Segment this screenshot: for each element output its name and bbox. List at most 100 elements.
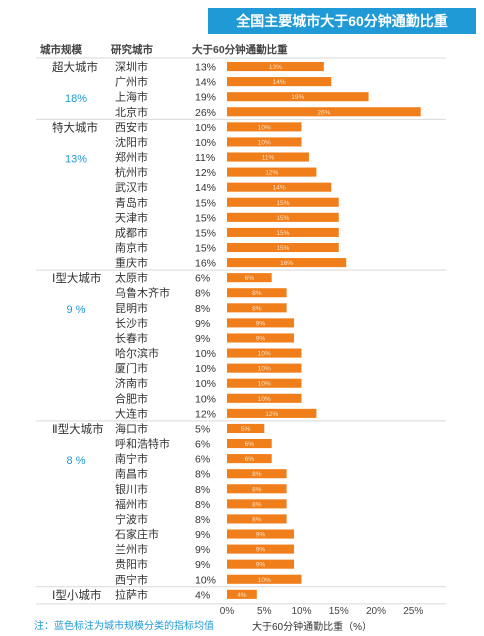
value-label: 11% [195, 152, 215, 164]
bar [227, 258, 347, 268]
value-label: 8% [195, 303, 210, 315]
value-label: 15% [195, 197, 216, 209]
city-label: 深圳市 [115, 60, 148, 74]
city-label: 南宁市 [115, 452, 148, 466]
city-label: 福州市 [115, 497, 148, 511]
chart-title: 全国主要城市大于60分钟通勤比重 [208, 8, 476, 34]
value-label: 8% [195, 484, 210, 496]
bar-data-label: 4% [237, 592, 247, 599]
city-label: 天津市 [115, 210, 148, 224]
bar-data-label: 10% [258, 351, 271, 358]
city-label: 哈尔滨市 [115, 346, 159, 360]
value-label: 6% [195, 273, 210, 285]
value-label: 16% [195, 258, 216, 270]
bar-data-label: 6% [245, 275, 255, 282]
bar [227, 514, 287, 524]
bar [227, 318, 295, 328]
bar [227, 348, 302, 358]
city-label: 长沙市 [115, 316, 148, 330]
city-label: 银川市 [115, 482, 148, 496]
value-label: 10% [195, 378, 216, 390]
bar-data-label: 9% [256, 335, 266, 342]
bar-data-label: 10% [258, 577, 271, 584]
city-label: 海口市 [115, 421, 148, 435]
value-label: 10% [195, 122, 216, 134]
x-tick-label: 20% [366, 606, 386, 617]
header-city: 研究城市 [111, 44, 153, 56]
value-label: 10% [195, 574, 216, 586]
city-label: 贵阳市 [115, 557, 148, 571]
value-label: 15% [195, 227, 216, 239]
group-label: 超大城市 [52, 60, 98, 74]
bar-data-label: 12% [265, 411, 278, 418]
value-label: 14% [195, 182, 216, 194]
bar-data-label: 10% [258, 139, 271, 146]
bar-data-label: 8% [252, 471, 262, 478]
bar [227, 393, 302, 403]
bar-data-label: 9% [256, 532, 266, 539]
bar-data-label: 14% [273, 185, 286, 192]
bar [227, 62, 324, 72]
bar-data-label: 14% [273, 79, 286, 86]
group-mean-label: 13% [65, 153, 87, 165]
value-label: 12% [195, 167, 216, 179]
bar [227, 167, 317, 177]
city-label: 石家庄市 [115, 527, 159, 541]
bar-data-label: 8% [252, 486, 262, 493]
city-label: 杭州市 [115, 165, 148, 179]
city-label: 西宁市 [115, 572, 148, 586]
value-label: 6% [195, 439, 210, 451]
value-label: 10% [195, 393, 216, 405]
city-label: 昆明市 [115, 301, 148, 315]
value-label: 8% [195, 469, 210, 481]
bar [227, 242, 339, 253]
header-scale: 城市规模 [40, 44, 82, 56]
x-tick-label: 15% [329, 606, 349, 617]
city-label: 武汉市 [115, 180, 148, 194]
city-label: 厦门市 [115, 361, 148, 375]
value-label: 26% [195, 107, 216, 119]
bar [227, 559, 295, 569]
value-label: 9% [195, 559, 210, 571]
group-label: Ⅰ型小城市 [52, 588, 101, 602]
bar [227, 408, 317, 418]
bar [227, 122, 302, 132]
header-value: 大于60分钟通勤比重 [192, 44, 288, 56]
value-label: 19% [195, 92, 216, 104]
bar-data-label: 19% [291, 94, 304, 101]
group-mean-label: 8 % [67, 455, 86, 467]
value-label: 8% [195, 288, 210, 300]
city-label: 南京市 [115, 241, 148, 255]
bar [227, 589, 257, 599]
value-label: 6% [195, 454, 210, 466]
value-label: 9% [195, 544, 210, 556]
city-label: 郑州市 [115, 150, 148, 164]
value-label: 4% [195, 589, 210, 601]
bar [227, 212, 339, 222]
city-label: 南昌市 [115, 467, 148, 481]
footnote: 注：蓝色标注为城市规模分类的指标均值 [34, 621, 214, 632]
bar-data-label: 16% [280, 260, 293, 267]
bar-data-label: 10% [258, 381, 271, 388]
bar [227, 107, 421, 117]
bar-data-label: 26% [317, 109, 330, 116]
city-label: 上海市 [115, 90, 148, 104]
value-label: 9% [195, 318, 210, 330]
bar [227, 544, 295, 554]
city-label: 拉萨市 [115, 587, 148, 601]
value-label: 5% [195, 423, 210, 435]
bar [227, 454, 272, 464]
value-label: 12% [195, 408, 216, 420]
value-label: 15% [195, 243, 216, 255]
bar [227, 77, 332, 87]
value-label: 8% [195, 514, 210, 526]
x-tick-label: 25% [403, 606, 423, 617]
bar [227, 92, 369, 102]
bar-data-label: 9% [256, 562, 266, 569]
bar-data-label: 10% [258, 124, 271, 131]
bar [227, 152, 309, 162]
city-label: 广州市 [115, 75, 148, 89]
bar [227, 197, 339, 207]
city-label: 长春市 [115, 331, 148, 345]
